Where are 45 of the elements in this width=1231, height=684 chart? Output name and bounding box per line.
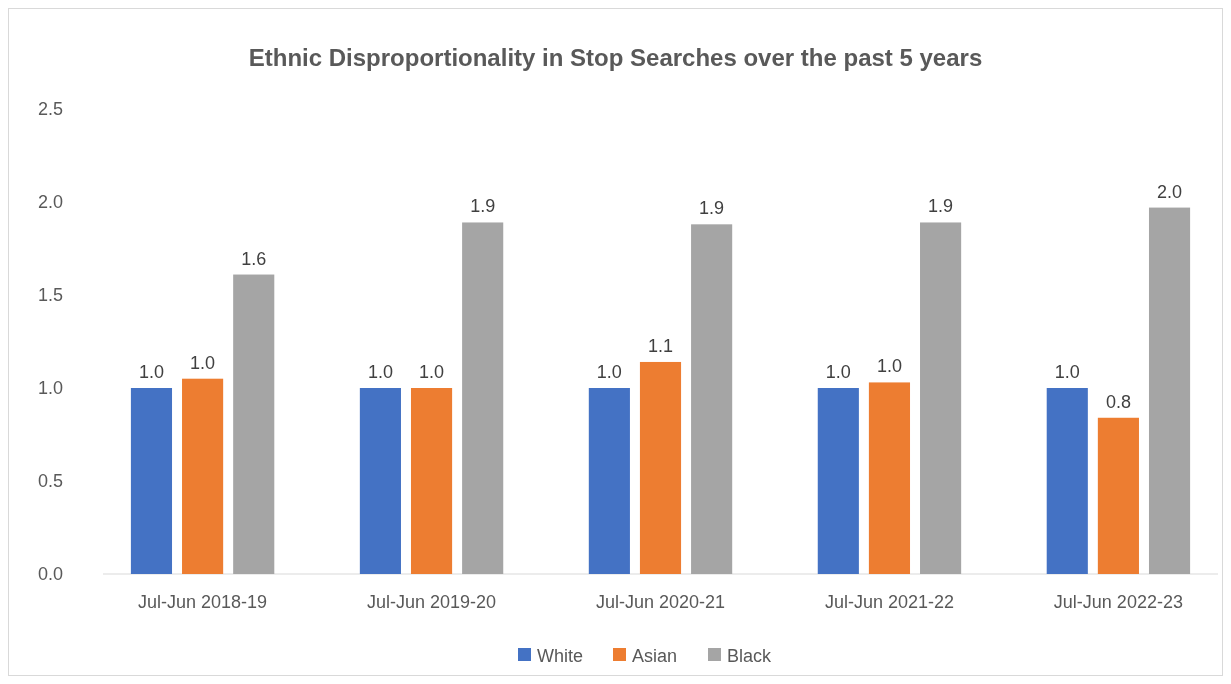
legend-label: Asian xyxy=(632,646,678,667)
bar xyxy=(868,382,911,574)
bar xyxy=(462,222,504,574)
data-label: 1.6 xyxy=(241,248,267,269)
data-label: 1.0 xyxy=(596,362,622,382)
data-label: 1.0 xyxy=(876,356,902,377)
bar xyxy=(359,388,401,574)
legend-label: Black xyxy=(727,646,773,667)
data-label: 1.0 xyxy=(138,362,164,382)
bar xyxy=(588,388,630,574)
bar xyxy=(691,224,733,574)
x-tick-label: Jul-Jun 2021-22 xyxy=(824,592,954,612)
data-label: 1.0 xyxy=(190,352,216,373)
bar xyxy=(920,222,962,574)
data-label: 2.0 xyxy=(1157,181,1183,202)
bar xyxy=(1097,417,1139,574)
y-tick-label: 1.0 xyxy=(37,378,63,399)
x-tick-label: Jul-Jun 2018-19 xyxy=(138,592,268,612)
data-label: 1.0 xyxy=(419,362,445,382)
y-tick-label: 0.0 xyxy=(37,564,63,585)
y-tick-label: 2.5 xyxy=(37,99,63,120)
data-label: 1.0 xyxy=(1054,362,1080,382)
bar xyxy=(1148,207,1191,574)
y-tick-label: 2.0 xyxy=(37,192,63,213)
data-label: 1.0 xyxy=(825,362,851,382)
x-tick-label: Jul-Jun 2022-23 xyxy=(1053,592,1183,612)
x-tick-label: Jul-Jun 2019-20 xyxy=(367,592,497,612)
data-label: 1.9 xyxy=(928,196,954,217)
chart-title: Ethnic Disproportionality in Stop Searches over the past 5 years xyxy=(248,44,983,71)
bar xyxy=(817,388,859,574)
y-tick-label: 1.5 xyxy=(37,285,63,306)
bar xyxy=(233,274,275,574)
data-label: 1.0 xyxy=(367,362,393,382)
data-label: 0.8 xyxy=(1105,391,1131,412)
data-label: 1.1 xyxy=(647,335,674,356)
bar xyxy=(639,361,682,574)
bar xyxy=(1046,388,1088,574)
bar xyxy=(182,378,224,574)
data-label: 1.9 xyxy=(699,198,725,219)
x-tick-label: Jul-Jun 2020-21 xyxy=(595,592,726,612)
data-label: 1.9 xyxy=(470,196,496,217)
bar xyxy=(410,388,453,574)
bar xyxy=(130,388,173,574)
y-tick-label: 0.5 xyxy=(37,471,63,492)
legend-label: White xyxy=(537,646,584,667)
